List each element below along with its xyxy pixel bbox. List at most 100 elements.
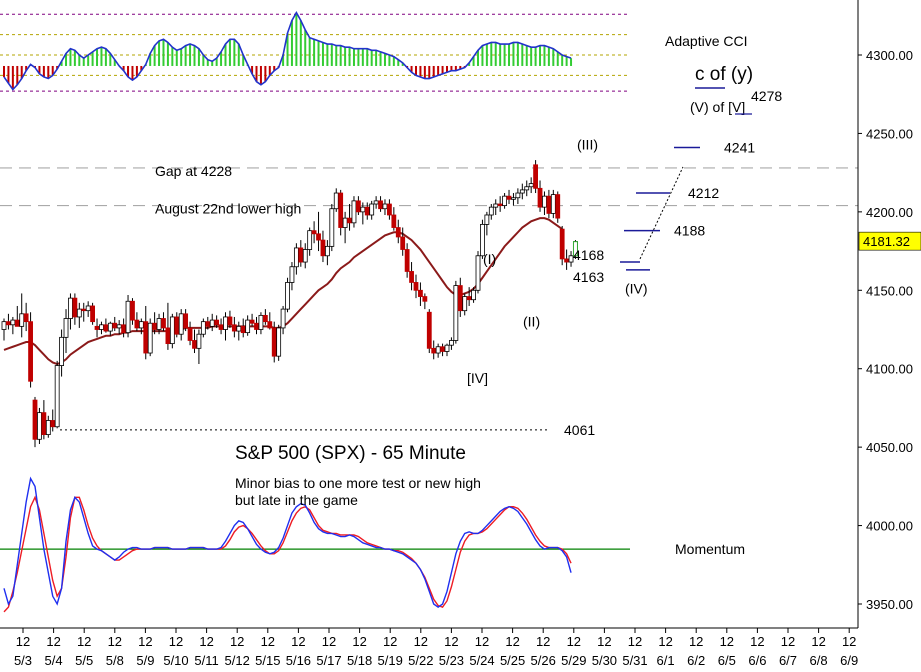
candle [382, 199, 388, 215]
candle-body [537, 187, 543, 208]
candle-body [418, 289, 423, 297]
x-hour-label: 12 [658, 634, 672, 649]
candle-body [258, 314, 264, 330]
candle [355, 196, 361, 215]
candle [236, 321, 242, 341]
candle-body [156, 318, 162, 330]
candle-body [391, 214, 397, 228]
x-hour-label: 12 [781, 634, 795, 649]
candle-body [524, 186, 530, 191]
x-date-label: 5/17 [316, 653, 341, 668]
candle [147, 318, 153, 357]
x-date-label: 6/8 [810, 653, 828, 668]
wave-count-label: c of (y) [695, 64, 753, 85]
candle [99, 321, 104, 335]
candle-body [236, 325, 242, 332]
wave-labels: [IV] (I) (II) (III) (IV) [467, 136, 648, 386]
y-tick-label: 4200.00 [866, 205, 913, 220]
candle-body [387, 203, 392, 216]
x-hour-label: 12 [230, 634, 244, 649]
candle-body [37, 412, 42, 440]
candle-body [72, 297, 78, 318]
x-hour-label: 12 [444, 634, 458, 649]
candle-body [360, 206, 366, 213]
candle-body [550, 194, 556, 214]
candle-body [528, 183, 534, 188]
candle-body [471, 289, 476, 301]
candle [23, 302, 29, 332]
candle [311, 221, 317, 244]
x-date-label: 5/25 [500, 653, 525, 668]
candle-body [161, 318, 166, 329]
candle-body [138, 321, 144, 329]
candle-body [457, 285, 463, 312]
candle [484, 211, 490, 236]
candle-body [382, 203, 388, 210]
candle-body [515, 192, 521, 199]
candle-body [63, 318, 69, 338]
candle [316, 211, 321, 252]
x-date-label: 5/8 [106, 653, 124, 668]
candle-body [440, 346, 445, 352]
x-date-label: 5/23 [439, 653, 464, 668]
candle [422, 293, 428, 310]
candle-body [205, 321, 211, 327]
x-date-label: 5/24 [469, 653, 494, 668]
cci-panel [0, 11, 630, 92]
x-hour-label: 12 [383, 634, 397, 649]
target-4212-label: 4212 [688, 185, 719, 201]
candle [338, 189, 344, 236]
chart-subtitle: Minor bias to one more test or new high … [235, 475, 485, 508]
cci-title: Adaptive CCI [665, 33, 747, 49]
candle-body [289, 266, 295, 283]
candle-body [400, 236, 406, 250]
candle [218, 318, 224, 335]
x-date-label: 5/31 [622, 653, 647, 668]
candle-body [99, 324, 104, 330]
candle [413, 274, 419, 299]
candle [32, 396, 38, 448]
x-hour-label: 12 [138, 634, 152, 649]
candle-body [223, 316, 228, 330]
candle-body [107, 322, 113, 332]
candle-body [298, 247, 304, 263]
x-hour-label: 12 [261, 634, 275, 649]
candle-body [209, 319, 215, 327]
y-tick-label: 4300.00 [866, 48, 913, 63]
candle [138, 318, 144, 335]
wave-degree-label: (V) of [V] [690, 99, 745, 115]
candle-body [143, 321, 149, 354]
candle [289, 262, 295, 291]
support-label: 4061 [564, 422, 595, 438]
x-hour-label: 12 [414, 634, 428, 649]
target-4188-label: 4188 [674, 223, 705, 239]
lower-high-label: August 22nd lower high [155, 201, 301, 217]
candle [302, 243, 308, 269]
candle [183, 309, 189, 332]
candle [72, 293, 78, 325]
candle [351, 196, 357, 228]
candle-body [555, 194, 561, 219]
last-price-label: 4181.32 [863, 234, 910, 249]
candle [6, 313, 11, 330]
candle [546, 189, 552, 219]
candle-body [493, 203, 499, 208]
candle [524, 180, 530, 197]
x-date-label: 5/5 [75, 653, 93, 668]
candle-body [196, 333, 202, 349]
candle [41, 400, 47, 440]
x-hour-label: 12 [689, 634, 703, 649]
x-date-label: 5/15 [255, 653, 280, 668]
candle [426, 309, 432, 354]
candle-body [453, 285, 459, 341]
candle [10, 316, 16, 335]
candle-body [466, 296, 472, 301]
x-date-label: 5/26 [531, 653, 556, 668]
candle [76, 302, 82, 328]
x-date-label: 5/4 [45, 653, 63, 668]
candle-body [41, 412, 47, 435]
y-tick-label: 4100.00 [866, 362, 913, 377]
x-hour-label: 12 [536, 634, 550, 649]
candle-body [271, 327, 277, 357]
